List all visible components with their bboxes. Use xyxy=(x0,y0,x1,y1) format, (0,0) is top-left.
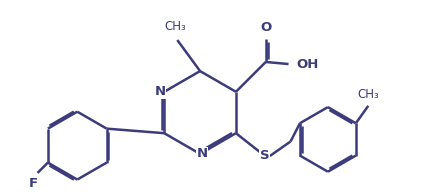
Text: N: N xyxy=(197,147,208,160)
Text: OH: OH xyxy=(296,58,318,71)
Text: N: N xyxy=(155,85,166,98)
Text: O: O xyxy=(260,21,272,34)
Text: CH₃: CH₃ xyxy=(357,88,379,101)
Text: F: F xyxy=(29,177,38,190)
Text: CH₃: CH₃ xyxy=(164,20,186,33)
Text: S: S xyxy=(260,150,270,162)
